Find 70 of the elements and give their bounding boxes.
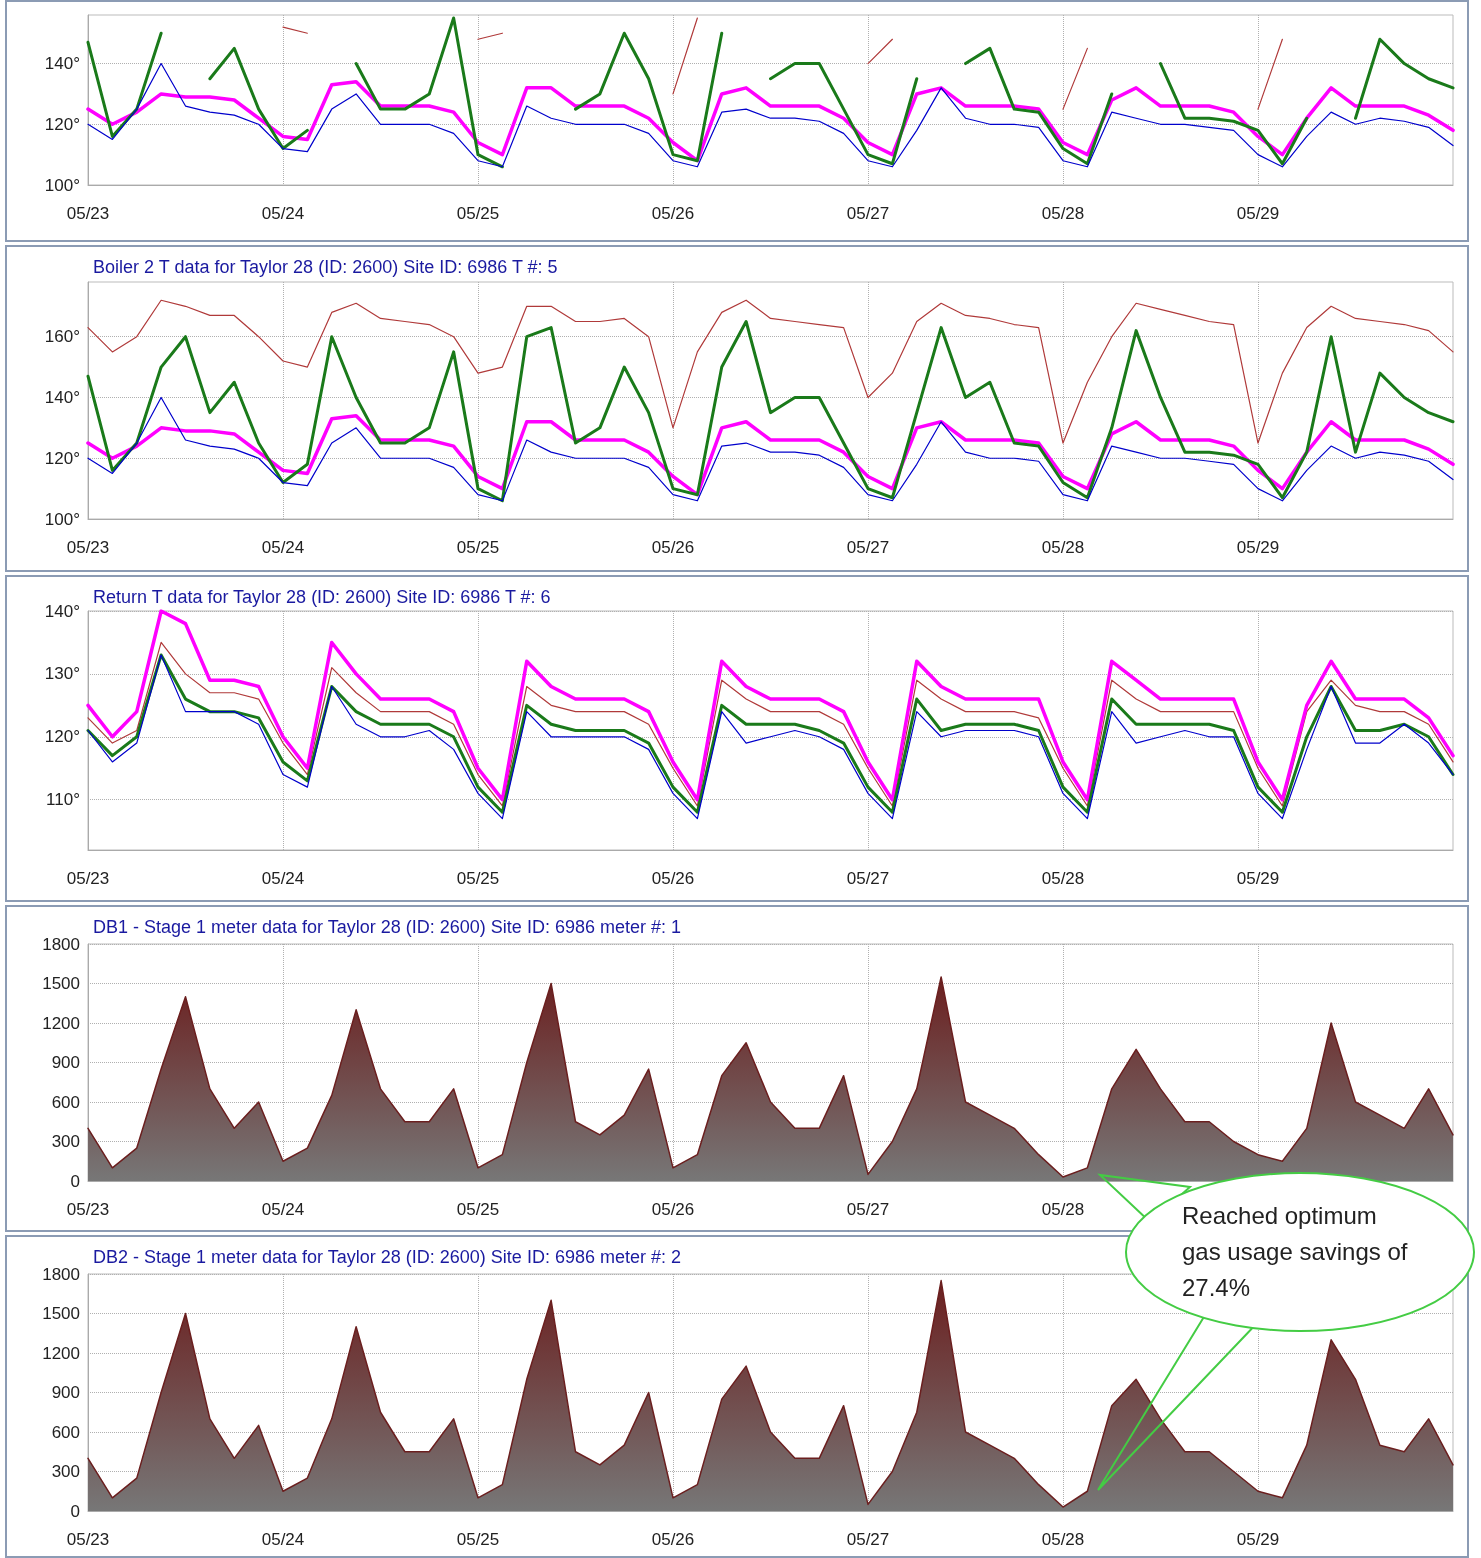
chart-title: Return T data for Taylor 28 (ID: 2600) Site ID: 6986 T #: 6 — [93, 587, 551, 607]
x-tick-label: 05/23 — [66, 1530, 110, 1549]
x-tick-label: 05/26 — [651, 1530, 695, 1549]
x-tick-label: 05/23 — [66, 869, 110, 888]
x-tick-label: 05/29 — [1236, 1530, 1280, 1549]
x-tick-label: 05/28 — [1041, 1530, 1085, 1549]
x-tick-label: 05/28 — [1041, 869, 1085, 888]
x-tick-label: 05/24 — [261, 204, 305, 223]
y-tick-label: 0 — [70, 1171, 80, 1191]
x-tick-label: 05/25 — [456, 1530, 500, 1549]
line-series — [86, 320, 1455, 503]
y-tick-label: 120° — [44, 114, 80, 134]
x-tick-label: 05/26 — [651, 1200, 695, 1219]
y-tick-label: 110° — [46, 790, 80, 810]
y-tick-label: 140° — [44, 601, 80, 621]
x-tick-label: 05/27 — [846, 1530, 890, 1549]
y-tick-label: 0 — [70, 1501, 80, 1521]
y-tick-label: 900 — [51, 1383, 80, 1402]
x-tick-label: 05/27 — [846, 869, 890, 888]
x-tick-label: 05/25 — [456, 538, 500, 557]
y-tick-label: 1500 — [42, 1304, 80, 1323]
y-tick-label: 100° — [44, 509, 80, 529]
y-tick-label: 140° — [44, 54, 80, 74]
y-tick-label: 120° — [44, 727, 80, 747]
y-tick-label: 100° — [44, 175, 80, 195]
chart-title: Boiler 2 T data for Taylor 28 (ID: 2600) Site ID: 6986 T #: 5 — [93, 257, 558, 277]
y-tick-label: 160° — [44, 327, 80, 347]
line-series — [86, 609, 1455, 802]
line-series — [87, 396, 1454, 502]
x-tick-label: 05/23 — [66, 1200, 110, 1219]
y-tick-label: 900 — [51, 1053, 80, 1072]
x-tick-label: 05/29 — [1236, 204, 1280, 223]
x-tick-label: 05/28 — [1041, 538, 1085, 557]
y-tick-label: 600 — [51, 1092, 80, 1112]
line-series — [87, 299, 1454, 444]
x-tick-label: 05/26 — [651, 869, 695, 888]
y-tick-label: 300 — [51, 1462, 80, 1481]
line-series — [86, 80, 1455, 163]
chart-title: DB1 - Stage 1 meter data for Taylor 28 (ID: 2600) Site ID: 6986 meter #: 1 — [93, 917, 681, 937]
x-tick-label: 05/26 — [651, 538, 695, 557]
x-tick-label: 05/25 — [456, 869, 500, 888]
x-tick-label: 05/25 — [456, 1200, 500, 1219]
x-tick-label: 05/29 — [1236, 869, 1280, 888]
y-tick-label: 1800 — [42, 934, 80, 954]
x-tick-label: 05/24 — [261, 869, 305, 888]
y-tick-label: 1200 — [42, 1013, 80, 1033]
x-tick-label: 05/29 — [1236, 538, 1280, 557]
y-tick-label: 120° — [44, 448, 80, 468]
y-tick-label: 140° — [44, 387, 80, 407]
x-tick-label: 05/27 — [846, 538, 890, 557]
y-tick-label: 600 — [51, 1422, 80, 1442]
y-tick-label: 300 — [51, 1132, 80, 1151]
x-tick-label: 05/27 — [846, 204, 890, 223]
x-tick-label: 05/24 — [261, 1530, 305, 1549]
y-tick-label: 1800 — [42, 1264, 80, 1284]
x-tick-label: 05/26 — [651, 204, 695, 223]
x-tick-label: 05/23 — [66, 538, 110, 557]
x-tick-label: 05/27 — [846, 1200, 890, 1219]
y-tick-label: 1500 — [42, 974, 80, 993]
x-tick-label: 05/28 — [1041, 1200, 1085, 1219]
x-tick-label: 05/25 — [456, 204, 500, 223]
annotation: Reached optimum gas usage savings of 27.4% — [1182, 1201, 1409, 1303]
x-tick-label: 05/24 — [261, 1200, 305, 1219]
y-tick-label: 130° — [44, 664, 80, 684]
x-tick-label: 05/23 — [66, 204, 110, 223]
x-tick-label: 05/28 — [1041, 204, 1085, 223]
y-tick-label: 1200 — [42, 1343, 80, 1363]
line-series — [87, 62, 1454, 168]
chart-title: DB2 - Stage 1 meter data for Taylor 28 (ID: 2600) Site ID: 6986 meter #: 2 — [93, 1247, 681, 1267]
x-tick-label: 05/24 — [261, 538, 305, 557]
